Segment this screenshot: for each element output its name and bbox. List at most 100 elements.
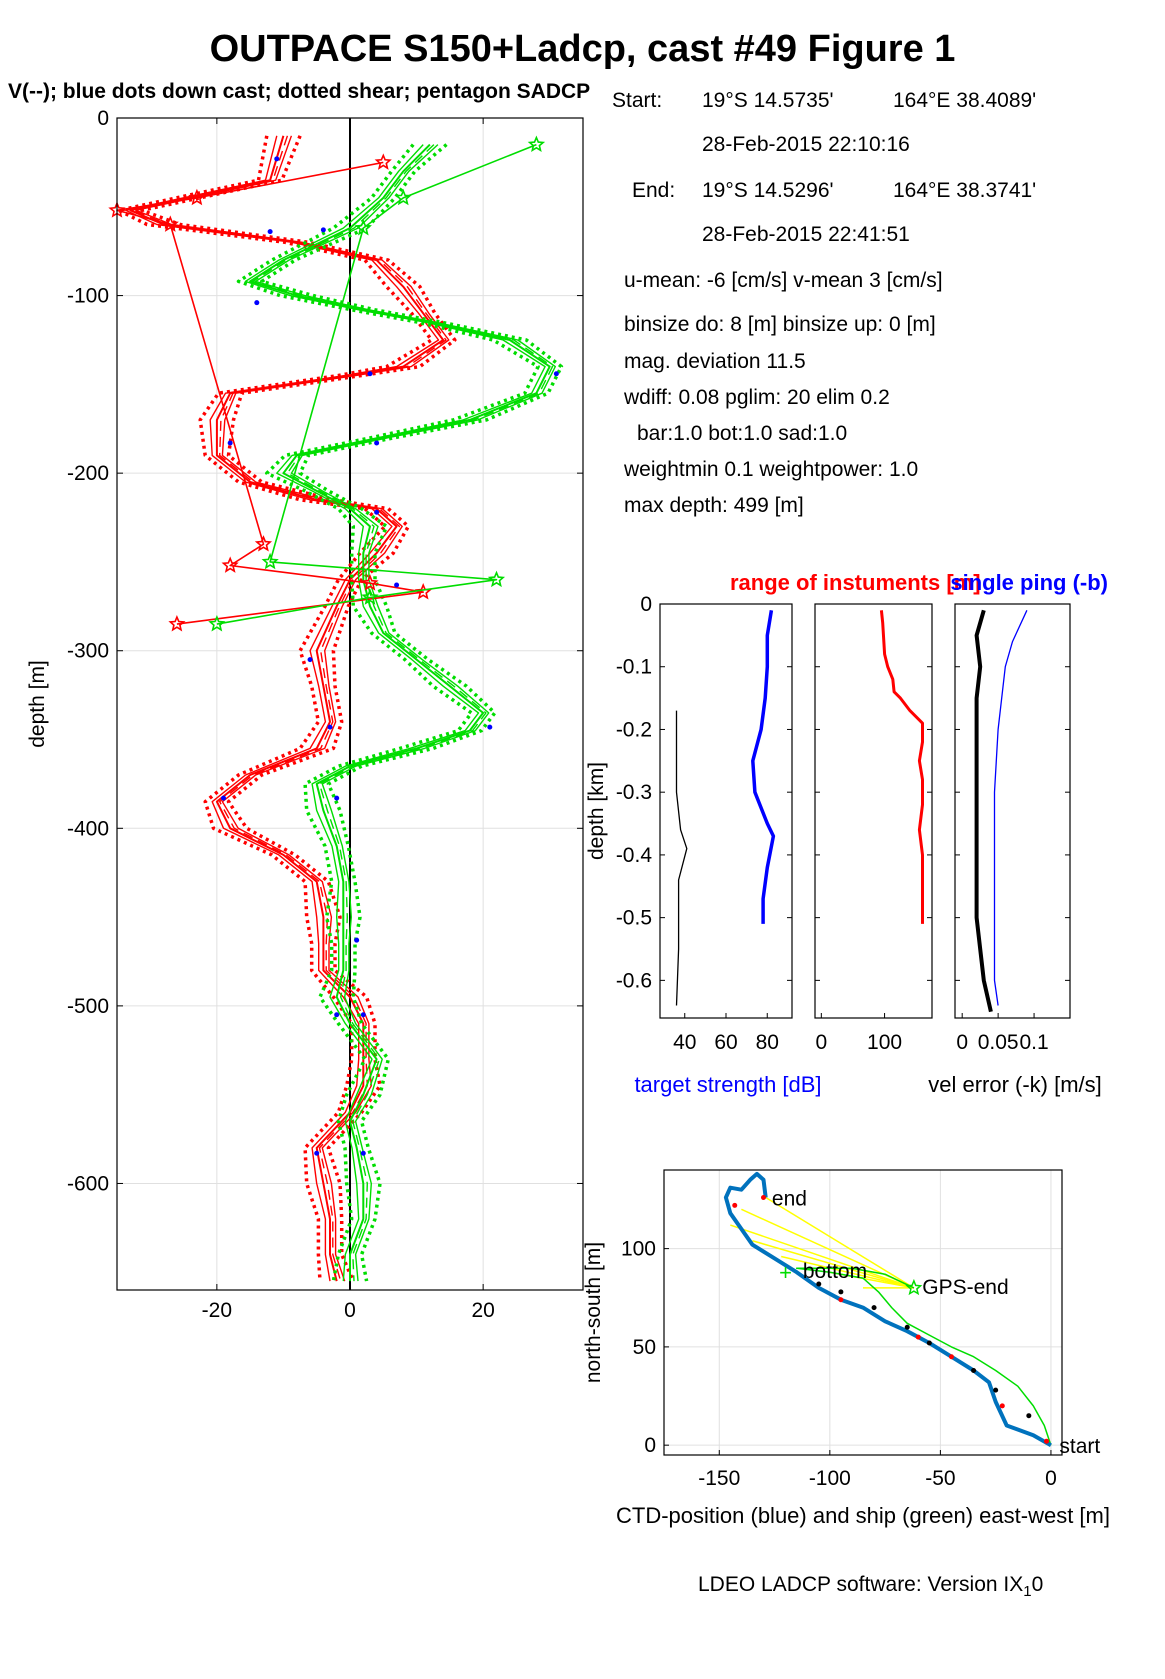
bottom-track-marker — [1026, 1413, 1032, 1419]
panel-title-range: range of instuments [m] — [730, 570, 981, 595]
sadcp-v-star-marker — [261, 552, 279, 570]
x-tick-label: 100 — [867, 1031, 902, 1054]
waypoint-marker — [948, 1354, 954, 1360]
sadcp-v-star-marker — [394, 188, 412, 206]
u-profile-line — [116, 135, 434, 1282]
x-tick-label: 80 — [756, 1031, 779, 1054]
bottom-track-marker — [871, 1305, 877, 1311]
downcast-dot — [274, 156, 280, 162]
position-annotation-bottom: bottom — [803, 1260, 867, 1283]
v-profile-line — [260, 143, 564, 1282]
x-tick-label: -20 — [202, 1299, 232, 1322]
y-tick-label: -600 — [67, 1172, 109, 1195]
waypoint-marker — [915, 1334, 921, 1340]
sadcp-u-star-marker — [374, 153, 392, 170]
max-depth: max depth: 499 [m] — [624, 494, 804, 517]
downcast-dot — [334, 795, 340, 801]
bottom-track-marker — [993, 1387, 999, 1393]
v-profile-line — [254, 144, 556, 1282]
end-latitude: 19°S 14.5296' — [702, 179, 834, 202]
downcast-dot — [334, 1012, 340, 1018]
y-tick-label: -0.6 — [616, 969, 652, 992]
downcast-dot — [267, 229, 273, 235]
x-tick-label: 60 — [714, 1031, 737, 1054]
sadcp-u-star-marker — [168, 615, 186, 632]
y-tick-label: 0 — [644, 1434, 656, 1457]
start-label: Start: — [612, 89, 663, 112]
y-tick-label: -300 — [67, 640, 109, 663]
u-profile-line — [132, 135, 447, 1282]
u-profile-line — [129, 135, 445, 1282]
weight-info: weightmin 0.1 weightpower: 1.0 — [624, 458, 919, 481]
bottom-track-marker — [971, 1367, 977, 1373]
target-strength-line — [751, 610, 776, 924]
downcast-dot — [367, 371, 373, 377]
x-axis-label-vel-error: vel error (-k) [m/s] — [928, 1072, 1102, 1097]
ship-track-line — [795, 1267, 1052, 1446]
x-tick-label: 40 — [673, 1031, 696, 1054]
gps-link-line — [730, 1224, 915, 1289]
wdiff-info: wdiff: 0.08 pglim: 20 elim 0.2 — [624, 386, 890, 409]
software-version: LDEO LADCP software: Version IX10 — [698, 1573, 1044, 1601]
downcast-dot — [553, 371, 559, 377]
y-tick-label: 0 — [97, 107, 109, 130]
downcast-dot — [227, 440, 233, 446]
bar-info: bar:1.0 bot:1.0 sad:1.0 — [637, 422, 848, 445]
bottom-track-marker — [816, 1281, 822, 1287]
x-tick-label: 0.05 — [978, 1031, 1019, 1054]
x-tick-label: 0 — [1045, 1467, 1057, 1490]
binsize-info: binsize do: 8 [m] binsize up: 0 [m] — [624, 313, 936, 336]
position-annotation-end: end — [772, 1188, 807, 1211]
downcast-dot — [374, 509, 380, 515]
y-axis-label-position: north-south [m] — [582, 1242, 605, 1383]
single-ping-line — [993, 610, 1028, 1006]
range-line — [879, 610, 924, 924]
figure-title: OUTPACE S150+Ladcp, cast #49 Figure 1 — [209, 28, 956, 70]
profile-line — [675, 710, 688, 1006]
downcast-dot — [487, 724, 493, 730]
x-tick-label: 0 — [956, 1031, 968, 1054]
downcast-dot — [394, 582, 400, 588]
position-annotation-start: start — [1059, 1435, 1100, 1458]
waypoint-marker — [761, 1195, 766, 1201]
y-tick-label: -0.4 — [616, 844, 653, 867]
y-tick-label: -0.1 — [616, 656, 652, 679]
start-longitude: 164°E 38.4089' — [893, 89, 1037, 112]
y-tick-label: -200 — [67, 462, 109, 485]
instrument-range-frame — [814, 603, 933, 1019]
gps-link-line — [752, 1240, 915, 1289]
sadcp-u-star-marker — [361, 574, 379, 591]
y-tick-label: -400 — [67, 817, 109, 840]
x-tick-label: -150 — [698, 1467, 740, 1490]
downcast-dot — [360, 1150, 366, 1156]
downcast-dot — [360, 1012, 366, 1018]
panel-title-single-ping: single ping (-b) — [950, 570, 1108, 595]
x-axis-label-target-strength: target strength [dB] — [634, 1072, 821, 1097]
y-tick-label: -0.5 — [616, 907, 652, 930]
downcast-dot — [221, 795, 227, 801]
sadcp-v-star-marker — [354, 219, 372, 236]
y-tick-label: -100 — [67, 285, 109, 308]
sadcp-v-star-marker — [487, 570, 506, 588]
waypoint-marker — [732, 1202, 738, 1208]
downcast-dot — [327, 724, 333, 730]
sadcp-u-star-marker — [188, 188, 206, 206]
v-profile-line — [244, 144, 546, 1282]
downcast-dot — [320, 227, 326, 233]
gps-link-line — [781, 1255, 915, 1289]
x-tick-label: -100 — [809, 1467, 851, 1490]
x-tick-label: 0.1 — [1019, 1031, 1048, 1054]
y-tick-label: -500 — [67, 995, 109, 1018]
bottom-marker: + — [779, 1260, 792, 1285]
start-time: 28-Feb-2015 22:10:16 — [702, 133, 910, 156]
downcast-dot — [314, 1150, 320, 1156]
downcast-dot — [254, 300, 260, 306]
mag-deviation: mag. deviation 11.5 — [624, 350, 806, 373]
x-tick-label: 20 — [471, 1299, 494, 1322]
u-profile-line — [140, 135, 457, 1282]
target-strength-frame — [659, 603, 793, 1019]
y-tick-label: 50 — [633, 1336, 656, 1359]
bottom-track-marker — [904, 1324, 910, 1330]
position-annotation-gps-end: GPS-end — [922, 1276, 1008, 1299]
